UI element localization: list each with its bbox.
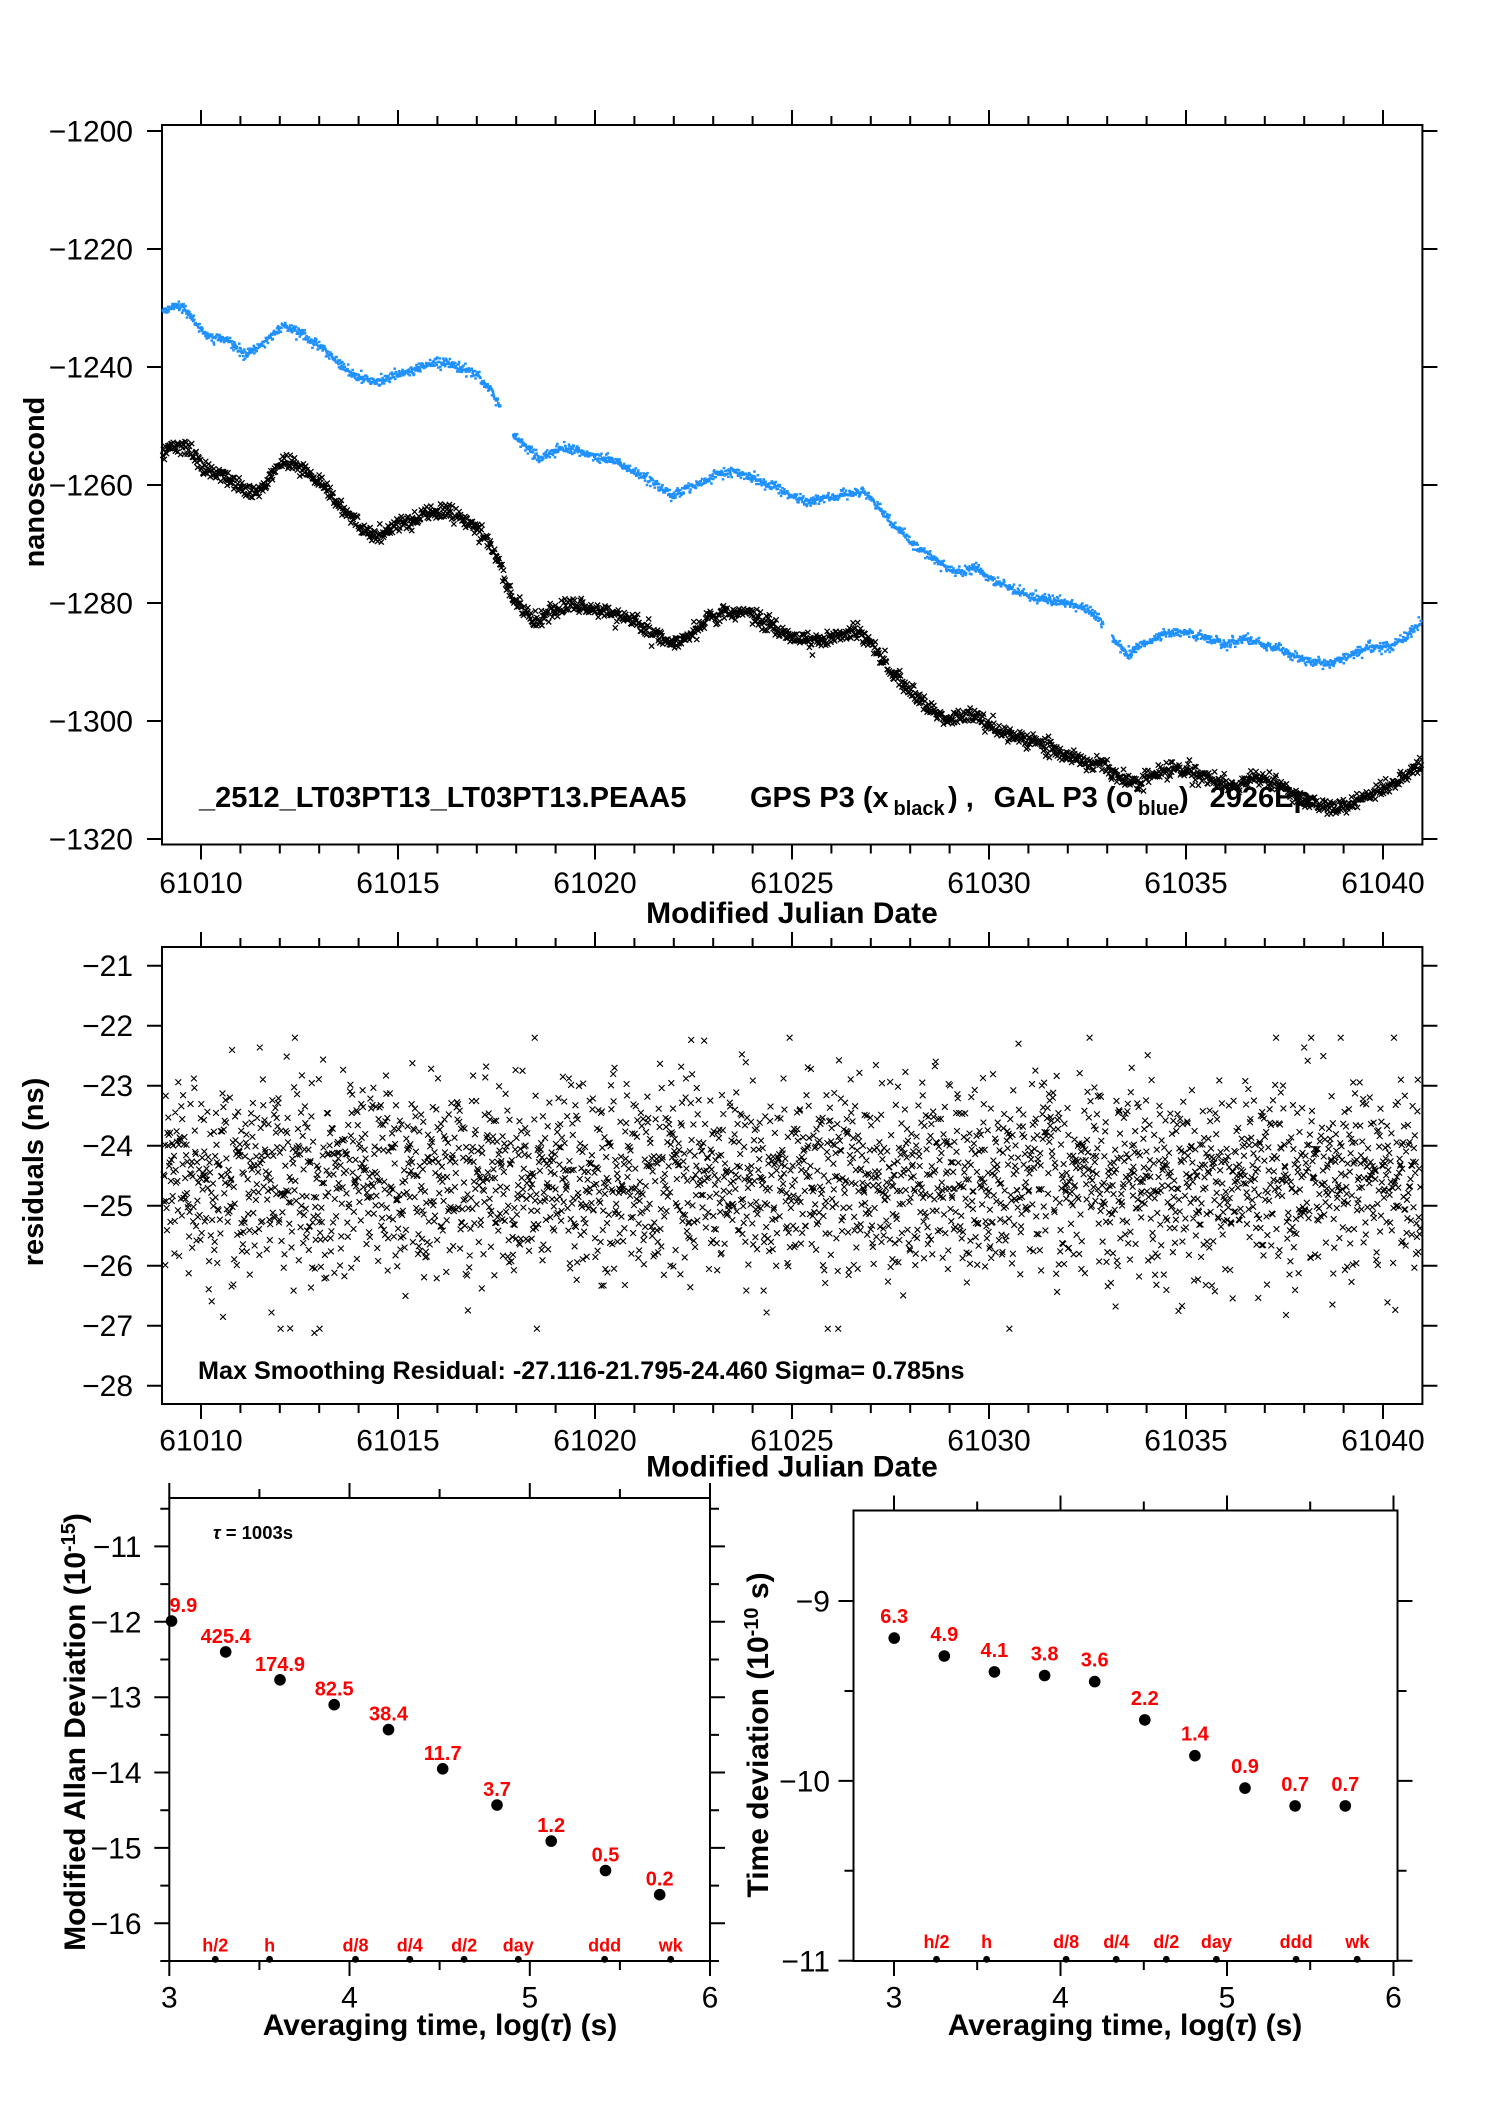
svg-text:blue: blue [1138, 798, 1179, 820]
svg-text:GPS P3 (x: GPS P3 (x [750, 782, 889, 814]
svg-text:−1300: −1300 [49, 706, 133, 739]
svg-text:−27: −27 [82, 1310, 133, 1343]
svg-text:Modified Julian Date: Modified Julian Date [646, 897, 938, 930]
svg-text:61040: 61040 [1341, 867, 1424, 900]
svg-text:−25: −25 [82, 1190, 133, 1223]
svg-text:3: 3 [886, 1982, 903, 2015]
svg-text:0.7: 0.7 [1281, 1774, 1309, 1796]
svg-text:Max Smoothing Residual: -27.11: Max Smoothing Residual: -27.116-21.795-2… [198, 1357, 964, 1385]
svg-text:−11: −11 [781, 1945, 830, 1978]
svg-text:−16: −16 [91, 1908, 142, 1941]
svg-text:−11: −11 [93, 1531, 142, 1564]
svg-text:−15: −15 [91, 1832, 142, 1865]
svg-text:3.7: 3.7 [483, 1779, 511, 1801]
svg-text:h/2: h/2 [923, 1932, 949, 1952]
svg-text:Modified Allan Deviation (10-1: Modified Allan Deviation (10-15) [58, 1513, 92, 1951]
svg-text:9.9: 9.9 [170, 1595, 198, 1617]
svg-text:−1200: −1200 [49, 116, 133, 149]
svg-text:Modified Julian Date: Modified Julian Date [646, 1451, 938, 1484]
svg-text:0.5: 0.5 [592, 1845, 620, 1867]
svg-text:−1280: −1280 [49, 588, 133, 621]
svg-text:d/8: d/8 [1053, 1932, 1079, 1952]
svg-text:61030: 61030 [947, 1425, 1030, 1458]
svg-text:3.8: 3.8 [1031, 1644, 1059, 1666]
svg-text:4: 4 [341, 1982, 358, 2015]
svg-text:h/2: h/2 [202, 1936, 228, 1956]
svg-text:3: 3 [161, 1982, 178, 2015]
svg-text:61025: 61025 [750, 867, 833, 900]
svg-text:−24: −24 [82, 1130, 133, 1163]
svg-text:h: h [264, 1936, 275, 1956]
svg-text:−1260: −1260 [49, 470, 133, 503]
svg-text:Averaging time, log(τ) (s): Averaging time, log(τ) (s) [948, 2009, 1303, 2042]
svg-text:d/2: d/2 [1153, 1932, 1179, 1952]
svg-text:−13: −13 [91, 1682, 142, 1715]
svg-text:0.2: 0.2 [646, 1869, 674, 1891]
svg-text:d/2: d/2 [451, 1936, 477, 1956]
svg-text:day: day [503, 1936, 534, 1956]
svg-text:61015: 61015 [356, 1425, 439, 1458]
svg-text:0.7: 0.7 [1331, 1774, 1359, 1796]
svg-text:wk: wk [658, 1936, 684, 1956]
svg-text:−1220: −1220 [49, 234, 133, 267]
svg-text:4.9: 4.9 [930, 1624, 958, 1646]
svg-text:5: 5 [521, 1982, 538, 2015]
svg-text:−1240: −1240 [49, 352, 133, 385]
svg-text:6.3: 6.3 [880, 1606, 908, 1628]
svg-text:3.6: 3.6 [1081, 1650, 1109, 1672]
svg-text:61020: 61020 [553, 1425, 636, 1458]
svg-text:0.9: 0.9 [1231, 1756, 1259, 1778]
svg-text:2.2: 2.2 [1131, 1688, 1159, 1710]
svg-text:61040: 61040 [1341, 1425, 1424, 1458]
svg-text:4: 4 [1052, 1982, 1069, 2015]
svg-text:6: 6 [702, 1982, 719, 2015]
svg-text:−22: −22 [82, 1010, 133, 1043]
svg-text:wk: wk [1344, 1932, 1370, 1952]
svg-text:−12: −12 [91, 1606, 142, 1639]
svg-text:): ) [1179, 782, 1189, 814]
svg-text:1.2: 1.2 [537, 1815, 565, 1837]
svg-text:−26: −26 [82, 1250, 133, 1283]
svg-text:61010: 61010 [159, 867, 242, 900]
svg-text:5: 5 [1219, 1982, 1236, 2015]
svg-text:61035: 61035 [1144, 1425, 1227, 1458]
svg-text:61020: 61020 [553, 867, 636, 900]
svg-text:2926Ep: 2926Ep [1210, 782, 1312, 814]
svg-text:ddd: ddd [1280, 1932, 1313, 1952]
svg-text:6: 6 [1385, 1982, 1402, 2015]
svg-text:−23: −23 [82, 1070, 133, 1103]
svg-text:−14: −14 [91, 1757, 142, 1790]
svg-text:61030: 61030 [947, 867, 1030, 900]
svg-text:61035: 61035 [1144, 867, 1227, 900]
svg-text:38.4: 38.4 [369, 1704, 409, 1726]
svg-text:61025: 61025 [750, 1425, 833, 1458]
svg-text:−10: −10 [779, 1765, 830, 1798]
svg-text:d/4: d/4 [397, 1936, 423, 1956]
svg-text:−9: −9 [796, 1586, 830, 1619]
svg-text:day: day [1201, 1932, 1232, 1952]
svg-text:61015: 61015 [356, 867, 439, 900]
svg-text:82.5: 82.5 [315, 1679, 354, 1701]
svg-text:d/4: d/4 [1103, 1932, 1129, 1952]
svg-text:4.1: 4.1 [980, 1640, 1008, 1662]
svg-text:residuals (ns): residuals (ns) [18, 1078, 50, 1267]
svg-text:174.9: 174.9 [255, 1654, 305, 1676]
svg-text:ddd: ddd [588, 1936, 621, 1956]
svg-text:τ = 1003s: τ = 1003s [213, 1522, 293, 1543]
svg-text:1.4: 1.4 [1181, 1724, 1210, 1746]
svg-text:−28: −28 [82, 1370, 133, 1403]
svg-text:Averaging time, log(τ) (s): Averaging time, log(τ) (s) [263, 2009, 618, 2042]
svg-text:d/8: d/8 [342, 1936, 368, 1956]
svg-text:61010: 61010 [159, 1425, 242, 1458]
svg-text:GAL P3 (o: GAL P3 (o [994, 782, 1134, 814]
svg-text:11.7: 11.7 [424, 1743, 462, 1765]
svg-text:h: h [981, 1932, 992, 1952]
svg-text:black: black [894, 798, 946, 820]
svg-text:425.4: 425.4 [201, 1626, 252, 1648]
svg-text:−21: −21 [82, 950, 133, 983]
svg-text:nanosecond: nanosecond [19, 397, 51, 568]
svg-text:_2512_LT03PT13_LT03PT13.PEAA5: _2512_LT03PT13_LT03PT13.PEAA5 [198, 782, 686, 814]
svg-text:) ,: ) , [948, 782, 974, 814]
svg-text:−1320: −1320 [49, 824, 133, 857]
